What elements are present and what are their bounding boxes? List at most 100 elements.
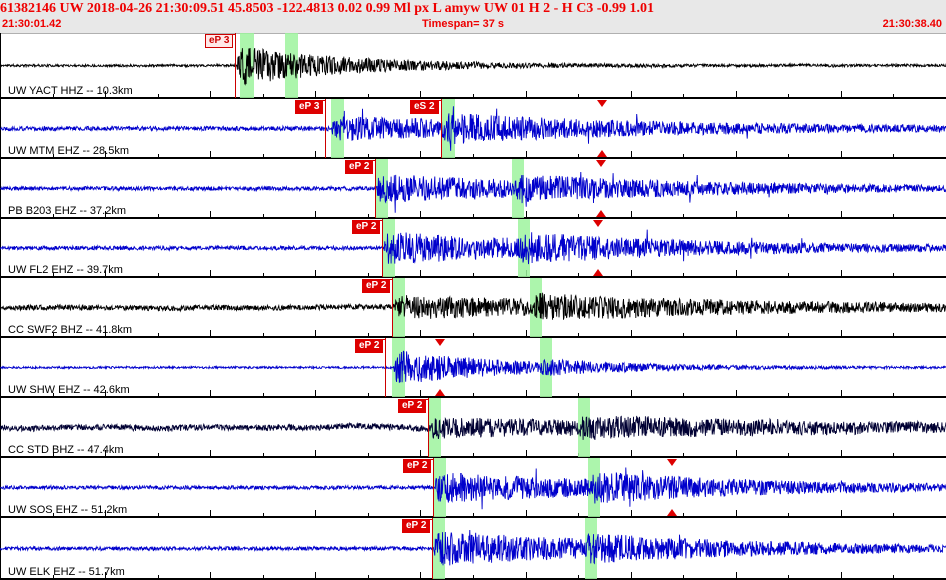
axis-tick — [105, 330, 106, 336]
axis-tick — [788, 333, 789, 336]
amplitude-marker[interactable] — [596, 160, 606, 167]
trace-panel[interactable]: eP 2 UW ELK EHZ -- 51.7km — [0, 518, 946, 580]
channel-label[interactable]: UW FL2 EHZ -- 39.7km — [8, 264, 123, 276]
channel-label[interactable]: UW SOS EHZ -- 51.2km — [8, 504, 128, 516]
axis-tick — [53, 94, 54, 97]
axis-tick — [736, 572, 737, 578]
time-axis — [0, 217, 946, 218]
pick-line[interactable] — [385, 338, 386, 397]
amplitude-marker[interactable] — [597, 150, 607, 157]
waveform — [0, 106, 946, 151]
pick-line[interactable] — [441, 99, 442, 158]
pick-label[interactable]: eP 2 — [403, 459, 432, 473]
amplitude-marker[interactable] — [596, 210, 606, 217]
trace-panel[interactable]: eP 3 UW YACT HHZ -- 10.3km — [0, 33, 946, 99]
amplitude-marker[interactable] — [435, 389, 445, 396]
axis-tick — [473, 214, 474, 217]
axis-tick — [631, 450, 632, 456]
axis-tick — [841, 450, 842, 456]
pick-label[interactable]: eP 2 — [355, 339, 384, 353]
trace-panel[interactable]: eP 2 CC SWF2 BHZ -- 41.8km — [0, 278, 946, 338]
amplitude-marker[interactable] — [593, 269, 603, 276]
trace-panel[interactable]: eP 3 eS 2 UW MTM EHZ -- 28.5km — [0, 99, 946, 159]
pick-line[interactable] — [375, 159, 376, 218]
axis-tick — [473, 393, 474, 396]
pick-line[interactable] — [432, 518, 433, 579]
channel-label[interactable]: CC SWF2 BHZ -- 41.8km — [8, 324, 133, 336]
pick-label[interactable]: eP 2 — [402, 519, 431, 533]
channel-label[interactable]: CC STD BHZ -- 47.4km — [8, 444, 124, 456]
axis-tick — [631, 510, 632, 516]
amplitude-marker[interactable] — [435, 339, 445, 346]
pick-label[interactable]: eP 2 — [362, 279, 391, 293]
axis-tick — [683, 333, 684, 336]
axis-tick — [736, 510, 737, 516]
axis-tick — [263, 154, 264, 157]
pick-line[interactable] — [433, 458, 434, 517]
pick-label[interactable]: eS 2 — [410, 100, 439, 114]
time-axis — [0, 97, 946, 98]
axis-tick — [473, 154, 474, 157]
axis-tick — [53, 513, 54, 516]
axis-tick — [368, 453, 369, 456]
axis-tick — [631, 211, 632, 217]
pick-line[interactable] — [392, 278, 393, 337]
waveform — [0, 467, 946, 510]
axis-tick — [526, 91, 527, 97]
axis-tick — [368, 273, 369, 276]
axis-tick — [315, 450, 316, 456]
axis-tick — [578, 154, 579, 157]
axis-tick — [420, 330, 421, 336]
axis-tick — [263, 453, 264, 456]
axis-tick — [893, 154, 894, 157]
pick-line[interactable] — [235, 33, 236, 98]
amplitude-marker[interactable] — [597, 100, 607, 107]
pick-label[interactable]: eP 2 — [352, 220, 381, 234]
axis-tick — [841, 91, 842, 97]
trace-panel[interactable]: eP 2 UW SOS EHZ -- 51.2km — [0, 458, 946, 518]
pick-line[interactable] — [428, 398, 429, 457]
highlight-band — [432, 518, 445, 579]
trace-panel[interactable]: eP 2 PB B203 EHZ -- 37.2km — [0, 159, 946, 219]
timespan-label: Timespan= 37 s — [422, 18, 505, 30]
pick-line[interactable] — [382, 219, 383, 277]
waveform — [0, 47, 946, 86]
axis-tick — [893, 214, 894, 217]
amplitude-marker[interactable] — [667, 509, 677, 516]
axis-tick — [53, 154, 54, 157]
pick-label[interactable]: eP 3 — [205, 34, 234, 48]
axis-tick — [526, 450, 527, 456]
pick-line[interactable] — [325, 99, 326, 158]
channel-label[interactable]: UW YACT HHZ -- 10.3km — [8, 85, 133, 97]
pick-label[interactable]: eP 2 — [398, 399, 427, 413]
axis-tick — [368, 214, 369, 217]
time-axis — [0, 456, 946, 457]
axis-tick — [683, 273, 684, 276]
axis-tick — [841, 151, 842, 157]
pick-label[interactable]: eP 2 — [345, 160, 374, 174]
axis-tick — [53, 393, 54, 396]
axis-tick — [578, 333, 579, 336]
highlight-band — [518, 219, 530, 277]
channel-label[interactable]: UW ELK EHZ -- 51.7km — [8, 566, 125, 578]
axis-tick — [368, 333, 369, 336]
axis-tick — [368, 94, 369, 97]
axis-tick — [893, 273, 894, 276]
channel-label[interactable]: UW SHW EHZ -- 42.6km — [8, 384, 130, 396]
axis-tick — [578, 575, 579, 578]
axis-tick — [631, 91, 632, 97]
amplitude-marker[interactable] — [593, 220, 603, 227]
axis-tick — [473, 513, 474, 516]
axis-tick — [473, 94, 474, 97]
channel-label[interactable]: UW MTM EHZ -- 28.5km — [8, 145, 129, 157]
trace-panel[interactable]: eP 2 CC STD BHZ -- 47.4km — [0, 398, 946, 458]
trace-panel[interactable]: eP 2 UW FL2 EHZ -- 39.7km — [0, 219, 946, 278]
pick-label[interactable]: eP 3 — [295, 100, 324, 114]
amplitude-marker[interactable] — [667, 459, 677, 466]
axis-tick — [420, 270, 421, 276]
axis-tick — [105, 572, 106, 578]
trace-panel[interactable]: eP 2 UW SHW EHZ -- 42.6km — [0, 338, 946, 398]
time-axis — [0, 157, 946, 158]
waveform — [0, 229, 946, 265]
channel-label[interactable]: PB B203 EHZ -- 37.2km — [8, 205, 126, 217]
